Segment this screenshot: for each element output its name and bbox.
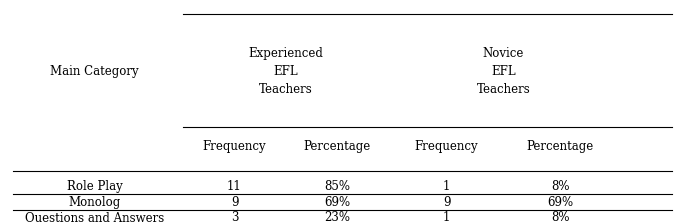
Text: Novice
EFL
Teachers: Novice EFL Teachers [477, 47, 530, 95]
Text: 9: 9 [231, 196, 238, 208]
Text: 69%: 69% [324, 196, 351, 208]
Text: 1: 1 [443, 211, 450, 222]
Text: Questions and Answers: Questions and Answers [25, 211, 164, 222]
Text: 8%: 8% [551, 211, 569, 222]
Text: Main Category: Main Category [50, 65, 139, 77]
Text: Percentage: Percentage [526, 140, 594, 153]
Text: Monolog: Monolog [69, 196, 120, 208]
Text: Experienced
EFL
Teachers: Experienced EFL Teachers [248, 47, 323, 95]
Text: Frequency: Frequency [203, 140, 266, 153]
Text: Frequency: Frequency [415, 140, 478, 153]
Text: Role Play: Role Play [66, 180, 122, 193]
Text: 23%: 23% [324, 211, 351, 222]
Text: 69%: 69% [547, 196, 573, 208]
Text: 1: 1 [443, 180, 450, 193]
Text: 3: 3 [231, 211, 238, 222]
Text: 11: 11 [227, 180, 242, 193]
Text: 85%: 85% [324, 180, 351, 193]
Text: 9: 9 [443, 196, 450, 208]
Text: Percentage: Percentage [304, 140, 371, 153]
Text: 8%: 8% [551, 180, 569, 193]
